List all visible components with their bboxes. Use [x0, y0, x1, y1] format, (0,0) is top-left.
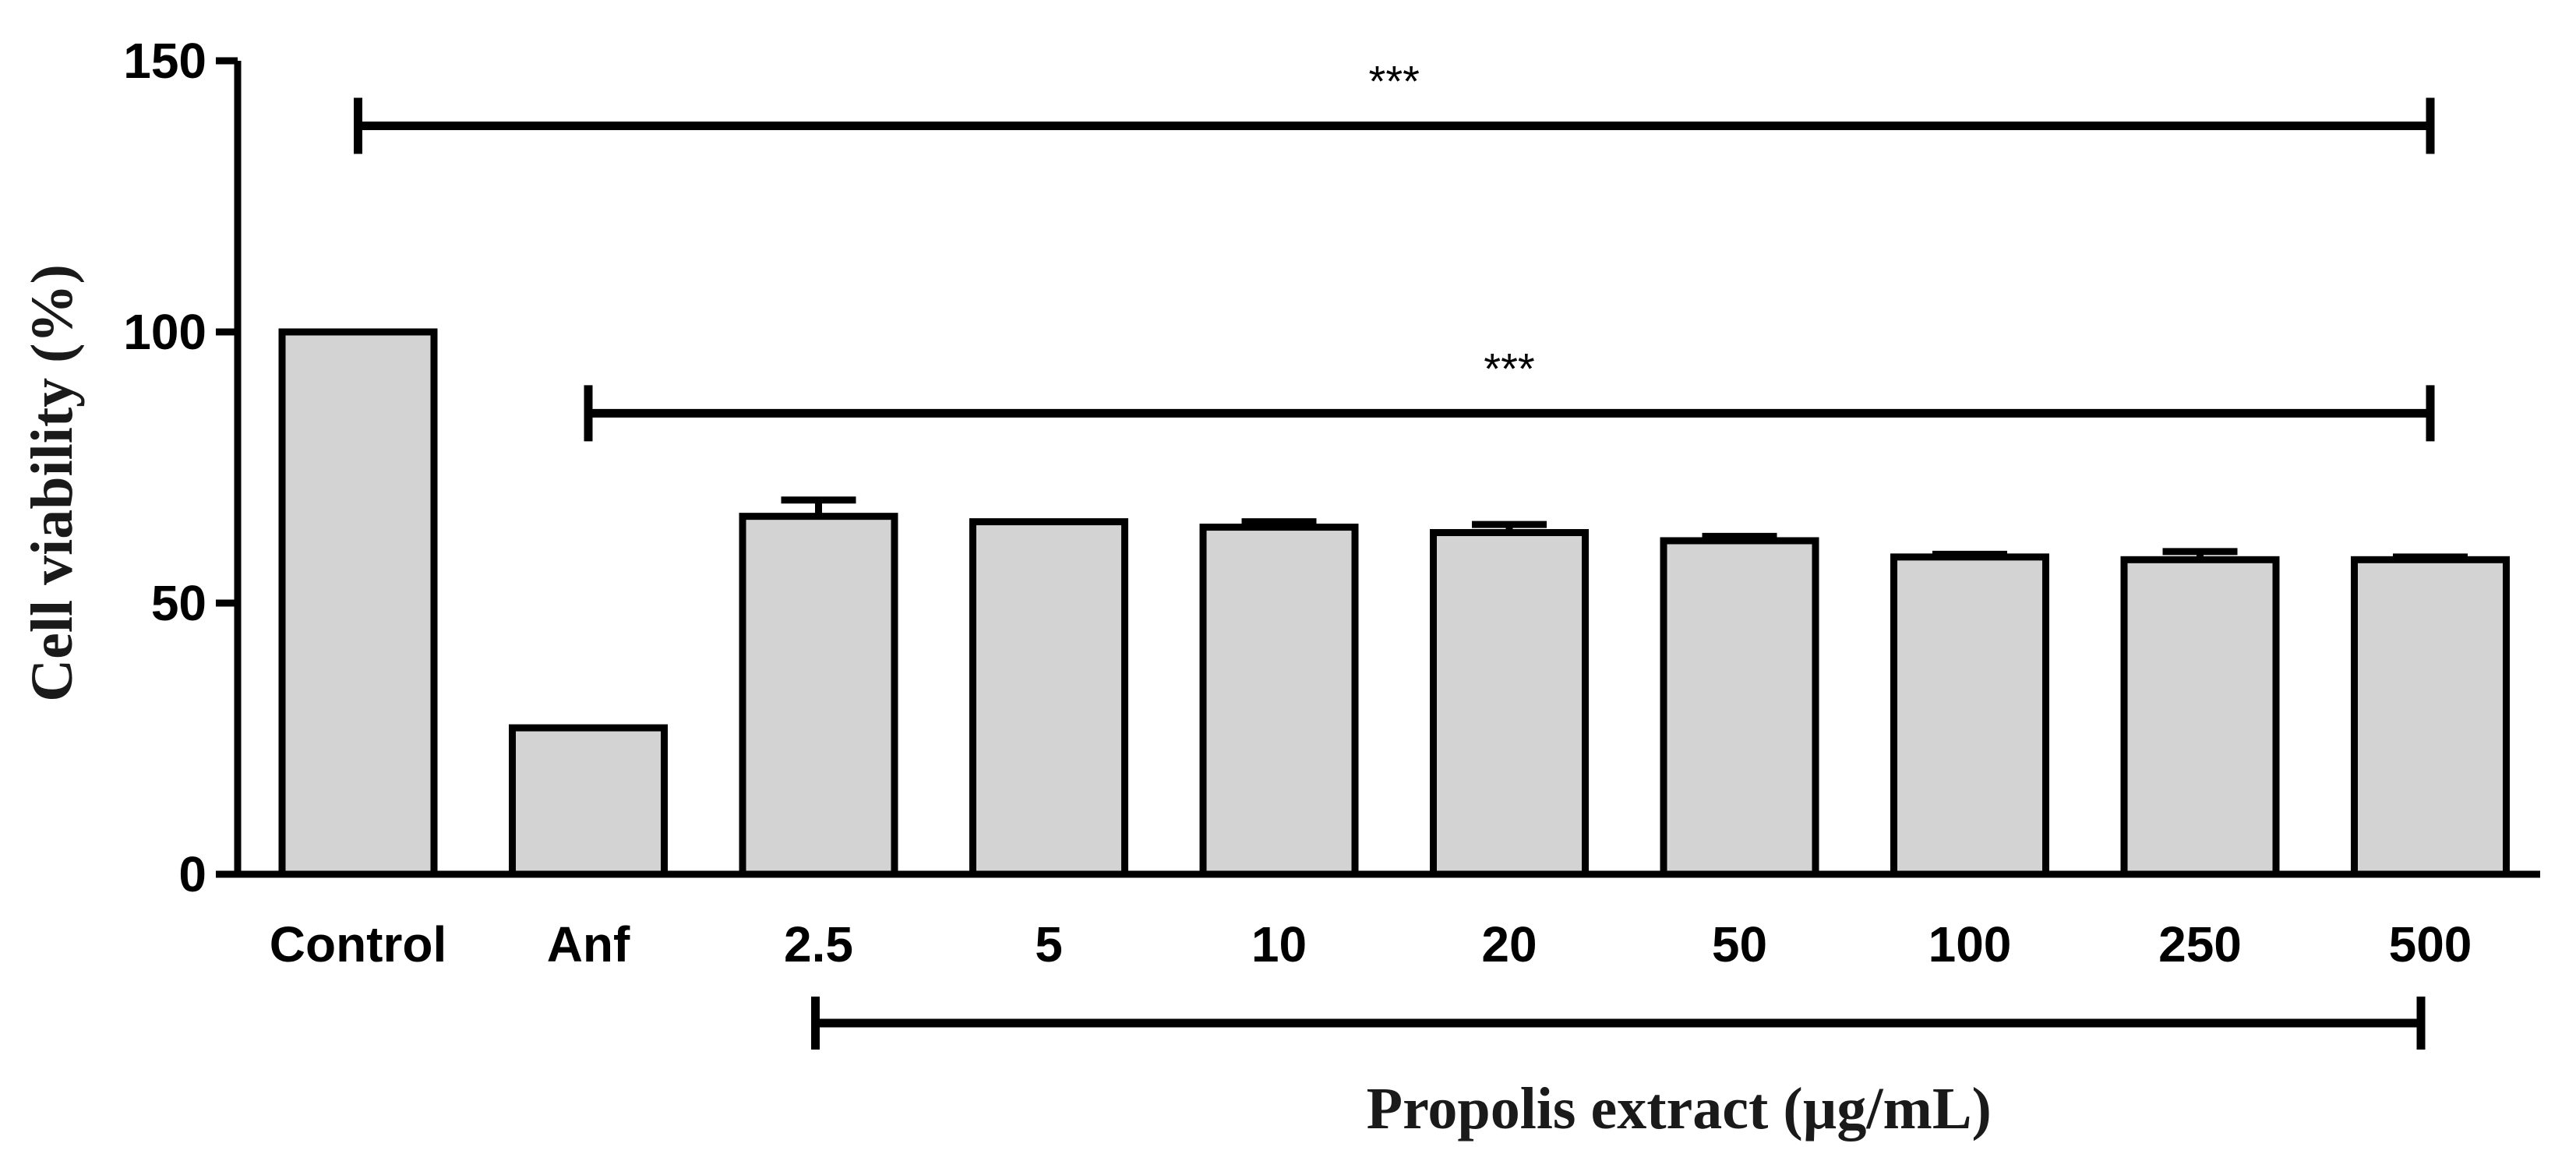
bar-control: [278, 328, 438, 878]
bar-100: [1890, 553, 2049, 878]
x-tick-label-anf: Anf: [547, 916, 630, 972]
x-tick-label-500: 500: [2389, 916, 2472, 972]
bars: [278, 328, 2510, 878]
bar-10: [1199, 524, 1359, 878]
y-tick-label-50: 50: [151, 575, 206, 631]
significance-brackets: *** ***: [354, 57, 2435, 442]
bar-500: [2351, 556, 2510, 878]
y-tick-label-0: 0: [178, 846, 206, 902]
significance-label-1: ***: [1369, 57, 1420, 106]
bar-2-5: [739, 513, 898, 878]
significance-label-2: ***: [1484, 344, 1534, 393]
labels: 0 50 100 150 Cell viability (%) Control Anf 2.5…: [19, 33, 2472, 1142]
bar-250: [2120, 556, 2280, 878]
group-label: Propolis extract (µg/mL): [1367, 1076, 1992, 1142]
bar-5: [969, 518, 1128, 878]
x-tick-label-2-5: 2.5: [784, 916, 853, 972]
y-axis-title: Cell viability (%): [19, 264, 85, 702]
x-tick-label-250: 250: [2158, 916, 2242, 972]
bar-50: [1660, 537, 1819, 878]
x-tick-label-20: 20: [1481, 916, 1537, 972]
bar-20: [1430, 529, 1589, 878]
bar-anf: [509, 724, 668, 878]
x-tick-label-5: 5: [1035, 916, 1063, 972]
y-tick-label-100: 100: [123, 304, 206, 360]
y-tick-label-150: 150: [123, 33, 206, 89]
x-tick-label-100: 100: [1928, 916, 2012, 972]
x-tick-label-control: Control: [270, 916, 447, 972]
x-tick-label-50: 50: [1712, 916, 1767, 972]
x-tick-label-10: 10: [1251, 916, 1307, 972]
